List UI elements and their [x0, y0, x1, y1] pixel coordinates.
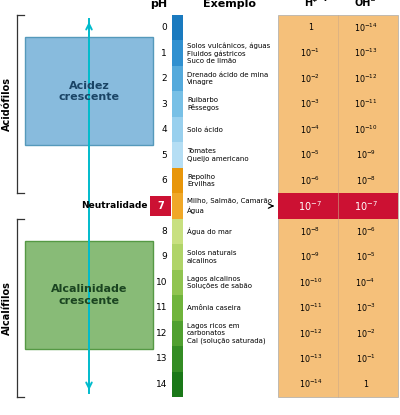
Text: 14: 14 — [156, 380, 167, 389]
Text: Água do mar: Água do mar — [187, 228, 232, 235]
Text: $10^{-10}$: $10^{-10}$ — [354, 123, 378, 136]
Text: 10: 10 — [156, 278, 167, 287]
Bar — [172, 193, 183, 219]
Text: Solos naturais
alcalinos: Solos naturais alcalinos — [187, 250, 236, 264]
Text: 7: 7 — [157, 201, 164, 211]
Text: OH⁻: OH⁻ — [355, 0, 376, 8]
Text: $10^{-11}$: $10^{-11}$ — [299, 302, 322, 314]
Text: $10^{-9}$: $10^{-9}$ — [300, 251, 320, 263]
Text: $10^{-7}$: $10^{-7}$ — [298, 199, 322, 213]
Text: $10^{-8}$: $10^{-8}$ — [356, 174, 376, 187]
Text: $10^{-6}$: $10^{-6}$ — [356, 225, 376, 238]
Text: $10^{-12}$: $10^{-12}$ — [299, 327, 322, 339]
Bar — [150, 195, 171, 217]
Bar — [172, 219, 183, 244]
Text: 2: 2 — [161, 74, 167, 83]
Text: Alcalífilos: Alcalífilos — [2, 281, 12, 335]
Text: $10^{-12}$: $10^{-12}$ — [354, 73, 377, 85]
Text: $10^{-2}$: $10^{-2}$ — [356, 327, 376, 339]
Text: $10^{-14}$: $10^{-14}$ — [298, 378, 322, 391]
Text: $10^{-13}$: $10^{-13}$ — [354, 47, 378, 59]
Text: $10^{-10}$: $10^{-10}$ — [298, 276, 322, 288]
Text: 9: 9 — [161, 252, 167, 261]
Text: 8: 8 — [161, 227, 167, 236]
Text: 4: 4 — [161, 125, 167, 134]
Text: Tomates
Queijo americano: Tomates Queijo americano — [187, 149, 249, 162]
Bar — [278, 15, 398, 397]
Text: 0: 0 — [161, 23, 167, 32]
Text: 1: 1 — [161, 49, 167, 58]
Bar — [172, 66, 183, 91]
Text: Repolho
Ervilhas: Repolho Ervilhas — [187, 174, 215, 187]
Text: $10^{-14}$: $10^{-14}$ — [354, 22, 378, 34]
Bar — [172, 91, 183, 117]
Text: Acidez
crescente: Acidez crescente — [58, 81, 120, 102]
Text: Neutralidade: Neutralidade — [82, 202, 148, 210]
Text: Alcalinidade
crescente: Alcalinidade crescente — [51, 284, 127, 306]
Text: Solo ácido: Solo ácido — [187, 127, 223, 133]
Bar — [172, 168, 183, 193]
Text: Lagos ricos em
carbonatos
Cal (solução saturada): Lagos ricos em carbonatos Cal (solução s… — [187, 323, 266, 344]
FancyBboxPatch shape — [25, 241, 153, 349]
Bar — [172, 41, 183, 66]
Text: $10^{-6}$: $10^{-6}$ — [300, 174, 320, 187]
Text: $10^{-3}$: $10^{-3}$ — [356, 302, 376, 314]
Text: $10^{-9}$: $10^{-9}$ — [356, 149, 376, 161]
Bar — [172, 168, 183, 193]
Bar — [172, 117, 183, 142]
Text: $10^{-13}$: $10^{-13}$ — [298, 353, 322, 365]
Bar — [172, 270, 183, 295]
Bar — [172, 244, 183, 270]
Text: $10^{-11}$: $10^{-11}$ — [354, 98, 377, 110]
Text: 1: 1 — [363, 380, 368, 389]
Bar — [172, 321, 183, 346]
Text: 5: 5 — [161, 151, 167, 159]
FancyBboxPatch shape — [25, 37, 153, 145]
Text: Lagos alcalinos
Soluções de sabão: Lagos alcalinos Soluções de sabão — [187, 276, 252, 289]
Text: Amônia caseira: Amônia caseira — [187, 305, 241, 311]
Text: 11: 11 — [156, 303, 167, 312]
Text: Exemplo: Exemplo — [202, 0, 256, 9]
Text: $10^{-1}$: $10^{-1}$ — [300, 47, 320, 59]
Text: $10^{-1}$: $10^{-1}$ — [356, 353, 376, 365]
Bar — [172, 371, 183, 397]
Text: Solos vulcânicos, águas
Fluidos gástricos
Suco de limão: Solos vulcânicos, águas Fluidos gástrico… — [187, 42, 270, 64]
Text: $10^{-4}$: $10^{-4}$ — [356, 276, 376, 288]
Text: 3: 3 — [161, 100, 167, 109]
Text: 13: 13 — [156, 354, 167, 363]
Bar — [172, 15, 183, 41]
Text: 12: 12 — [156, 329, 167, 338]
Text: Milho, Salmão, Camarão
Água: Milho, Salmão, Camarão Água — [187, 198, 272, 214]
Text: 1: 1 — [308, 23, 313, 32]
Text: $10^{-8}$: $10^{-8}$ — [300, 225, 320, 238]
Text: 6: 6 — [161, 176, 167, 185]
Text: $10^{-2}$: $10^{-2}$ — [300, 73, 320, 85]
Bar — [172, 142, 183, 168]
Bar — [172, 346, 183, 371]
Text: $10^{-4}$: $10^{-4}$ — [300, 123, 320, 136]
Text: $10^{-7}$: $10^{-7}$ — [354, 199, 378, 213]
Text: Drenado ácido de mina
Vinagre: Drenado ácido de mina Vinagre — [187, 72, 268, 85]
Text: Ruibarbo
Pêssegos: Ruibarbo Pêssegos — [187, 97, 219, 111]
Text: Moles por litro de:: Moles por litro de: — [291, 0, 385, 1]
Text: pH: pH — [150, 0, 167, 9]
Text: $10^{-5}$: $10^{-5}$ — [300, 149, 320, 161]
Bar — [172, 295, 183, 321]
Text: $10^{-5}$: $10^{-5}$ — [356, 251, 376, 263]
Text: Acidófilos: Acidófilos — [2, 77, 12, 131]
Text: $10^{-3}$: $10^{-3}$ — [300, 98, 320, 110]
Text: H⁺: H⁺ — [304, 0, 317, 8]
Bar — [278, 193, 398, 219]
